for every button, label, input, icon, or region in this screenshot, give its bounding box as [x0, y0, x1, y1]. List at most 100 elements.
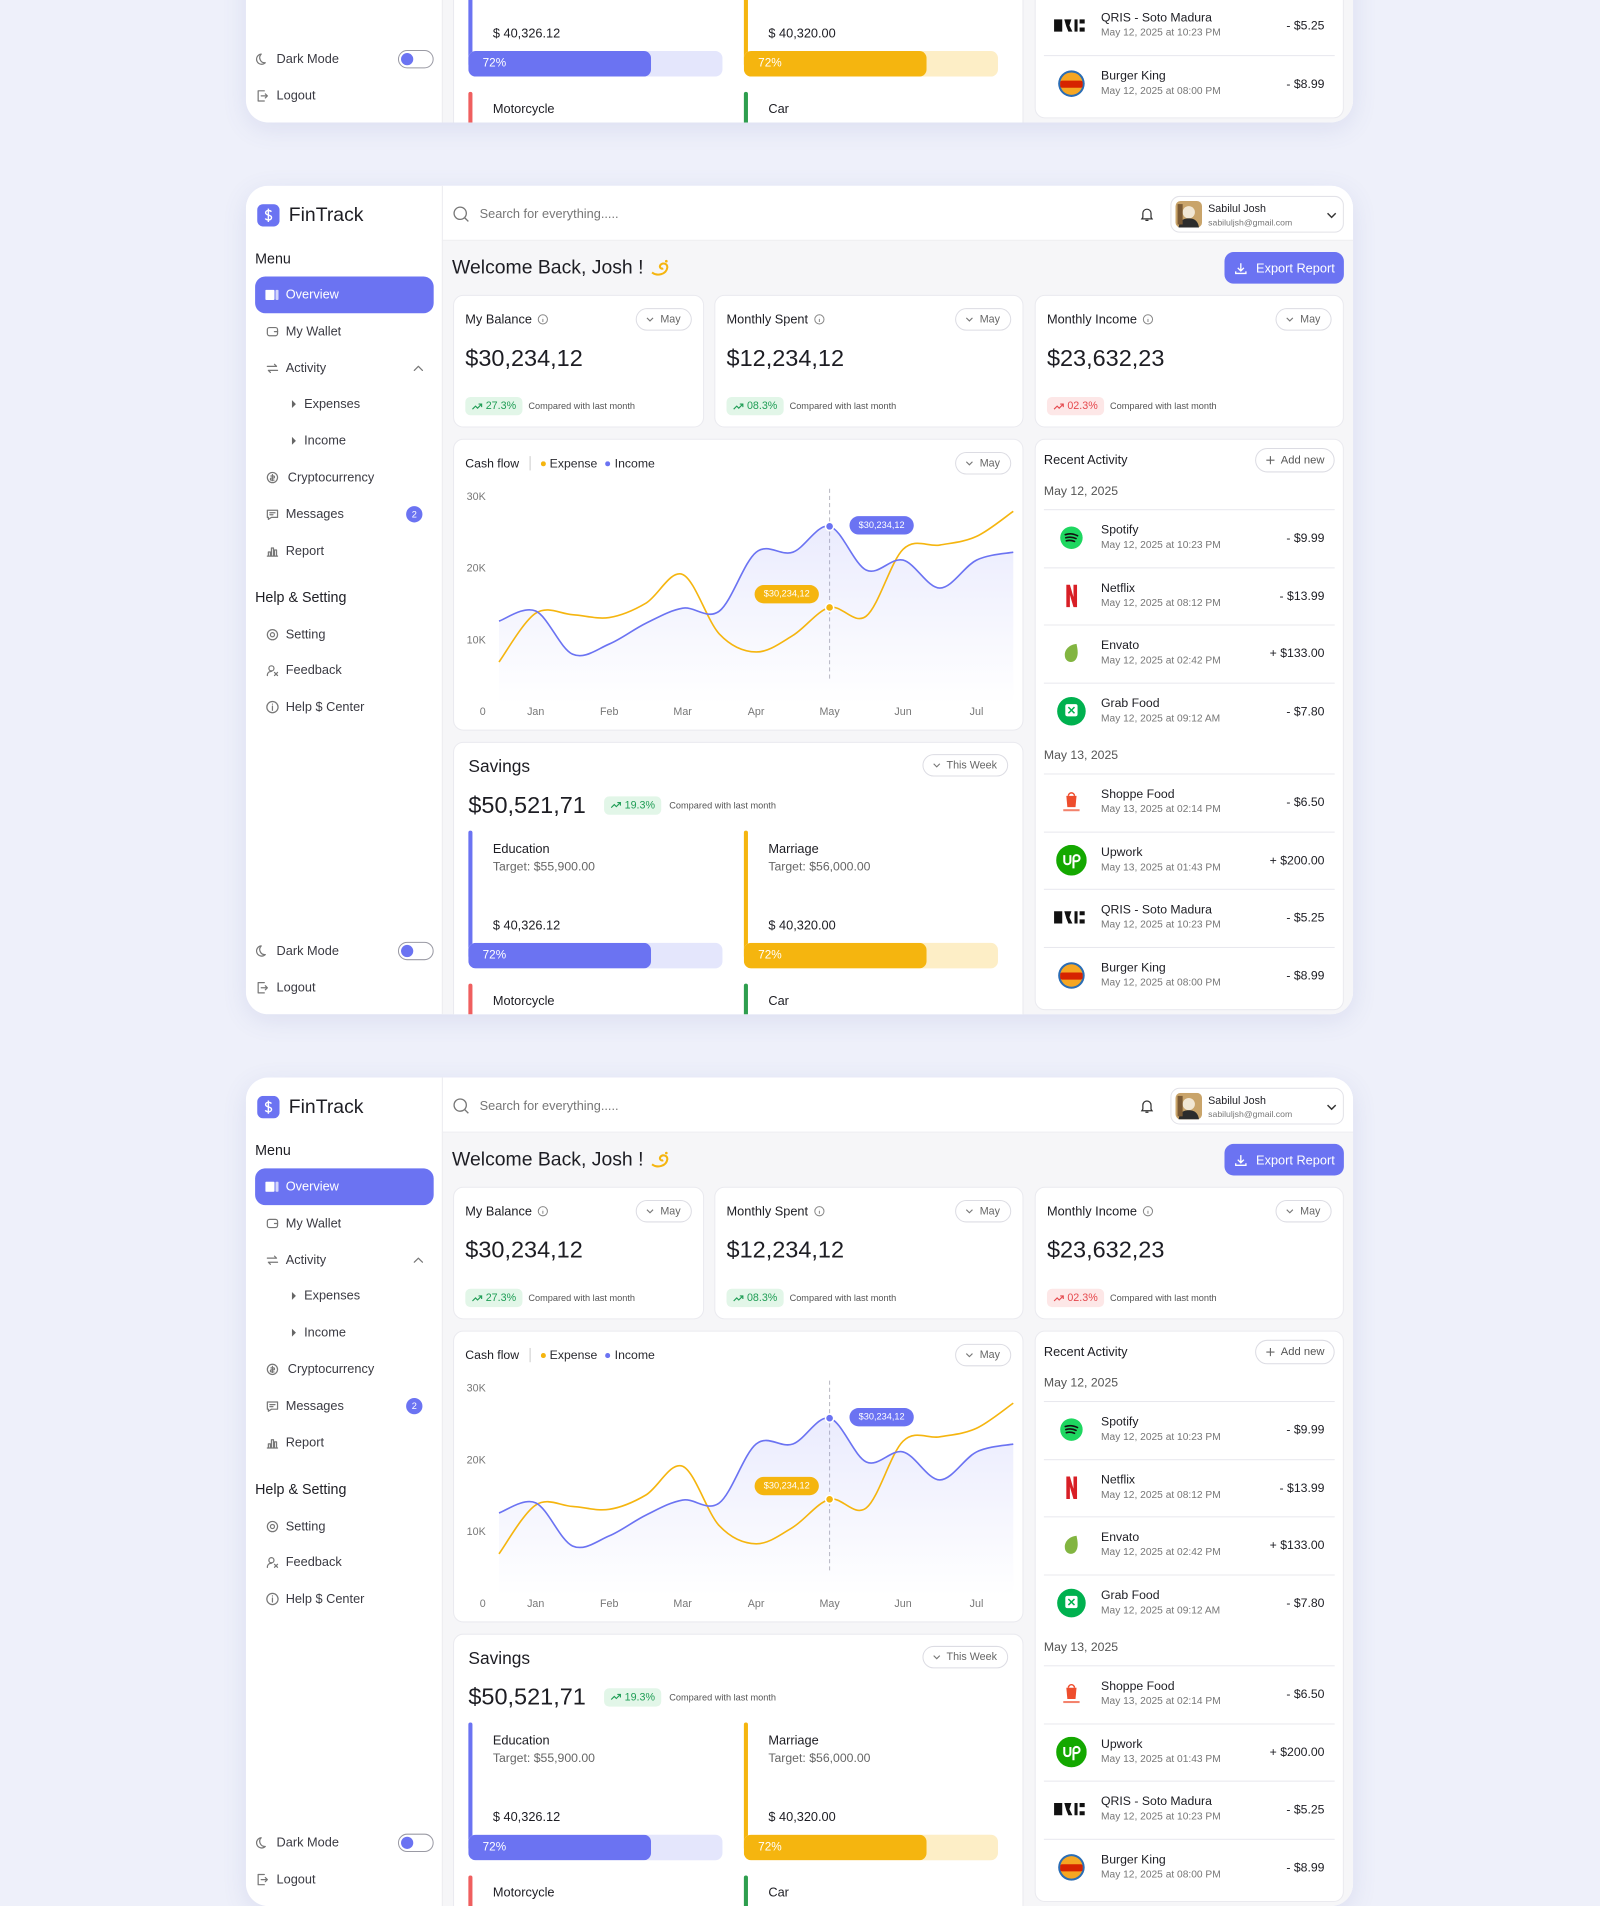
dark-mode-toggle[interactable] [397, 49, 434, 69]
progress-label: 72% [482, 1840, 507, 1853]
logout-label[interactable]: Logout [276, 88, 316, 103]
menu-label[interactable]: My Wallet [285, 1215, 342, 1231]
dark-mode-toggle[interactable] [397, 941, 434, 961]
transaction-amount: - $8.99 [1286, 967, 1325, 983]
dark-mode-toggle[interactable] [397, 1833, 434, 1853]
search-input[interactable]: Search for everything..... [479, 1098, 619, 1114]
period-dropdown[interactable]: May [1275, 308, 1332, 331]
search-input[interactable]: Search for everything..... [479, 206, 619, 222]
menu-label[interactable]: Messages [285, 1398, 344, 1413]
period-dropdown[interactable]: May [635, 308, 692, 331]
period-dropdown[interactable]: May [955, 1199, 1012, 1223]
transaction-time: May 13, 2025 at 02:14 PM [1101, 1695, 1221, 1708]
menu-icon-part [266, 363, 279, 373]
logout-icon-part [257, 1873, 268, 1886]
period-dropdown[interactable]: May [635, 1199, 692, 1223]
logout-icon-part [257, 1873, 268, 1886]
search-icon-part [464, 1109, 469, 1114]
menu-icon [266, 1255, 279, 1265]
submenu-label[interactable]: Income [304, 433, 346, 448]
submenu-label[interactable]: Expenses [304, 397, 361, 412]
help-label[interactable]: Feedback [285, 1554, 342, 1570]
goal-target: Target: $55,900.00 [492, 1751, 595, 1766]
menu-label[interactable]: Report [285, 1435, 325, 1450]
expand-icon-part [413, 365, 424, 371]
chevron-icon [932, 763, 940, 768]
help-label[interactable]: Setting [285, 1519, 326, 1534]
moon-icon [255, 1837, 266, 1849]
merchant-logo [1057, 696, 1086, 725]
sparkle-icon-part [651, 262, 668, 276]
period-dropdown[interactable]: May [955, 308, 1012, 331]
menu-label[interactable]: Activity [285, 360, 327, 375]
period-dropdown[interactable]: May [1275, 1199, 1332, 1223]
profile-box[interactable]: Sabilul Josh sabiluljsh@gmail.com [1170, 1087, 1344, 1125]
change-badge: 02.3% [1046, 396, 1104, 416]
submenu-label[interactable]: Income [304, 1325, 346, 1340]
card-header: My Balance [465, 312, 549, 327]
menu-label[interactable]: My Wallet [285, 324, 342, 339]
menu-item-active[interactable] [255, 1168, 434, 1206]
menu-item-active[interactable] [255, 276, 434, 314]
tooltip-label: $30,234,12 [859, 520, 905, 530]
progress-fill [468, 51, 652, 77]
card-header: Monthly Spent [727, 312, 826, 327]
goal-name: Car [768, 1885, 789, 1900]
period-dropdown[interactable]: This Week [922, 1645, 1009, 1669]
dropdown-label: May [979, 457, 1000, 470]
add-new-button[interactable]: Add new [1255, 447, 1335, 473]
menu-icon [266, 471, 279, 484]
export-button[interactable]: Export Report [1224, 1143, 1344, 1176]
goal-target: Target: $56,000.00 [768, 859, 871, 874]
merchant-logo [1058, 961, 1085, 989]
transaction-time: May 12, 2025 at 09:12 AM [1101, 1604, 1221, 1616]
period-dropdown[interactable]: This Week [922, 754, 1009, 777]
compare-note: Compared with last month [789, 401, 897, 412]
submenu-label[interactable]: Expenses [304, 1288, 361, 1304]
change-value: 27.3% [485, 399, 517, 413]
transaction-time: May 12, 2025 at 08:12 PM [1101, 597, 1221, 609]
trend-icon [733, 1294, 744, 1301]
transaction-amount: - $13.99 [1279, 1480, 1325, 1495]
dropdown-label: This Week [946, 759, 997, 772]
header-divider [529, 456, 531, 471]
search-icon-part [464, 217, 469, 222]
logout-label[interactable]: Logout [276, 980, 316, 995]
menu-label[interactable]: Report [285, 543, 325, 558]
help-label[interactable]: Help $ Center [285, 699, 365, 715]
chevron-icon [646, 317, 654, 322]
add-new-button[interactable]: Add new [1255, 1339, 1335, 1365]
logout-label[interactable]: Logout [276, 1872, 316, 1887]
chevron-icon-part [646, 317, 654, 322]
menu-icon-part [266, 1401, 279, 1412]
menu-icon-part [269, 1365, 276, 1374]
logout-icon-part [257, 982, 268, 994]
chevron-icon-part [932, 1655, 940, 1660]
trend-icon [610, 801, 622, 809]
progress-track: 72% [743, 1834, 998, 1861]
menu-label[interactable]: Cryptocurrency [287, 1361, 375, 1377]
menu-label[interactable]: Cryptocurrency [287, 470, 375, 485]
help-label[interactable]: Help $ Center [285, 1591, 365, 1606]
help-label[interactable]: Feedback [285, 663, 342, 678]
info-icon [814, 314, 825, 325]
chevron-icon [1286, 1209, 1294, 1214]
goal-name: Marriage [768, 841, 819, 856]
chevron-icon [966, 1209, 974, 1214]
legend-item: Income [605, 456, 655, 470]
transaction-time: May 12, 2025 at 10:23 PM [1101, 919, 1221, 931]
transaction-time: May 12, 2025 at 10:23 PM [1101, 27, 1221, 39]
avatar-part [1178, 1110, 1199, 1120]
menu-label[interactable]: Messages [285, 506, 344, 521]
goal-saved: $ 40,320.00 [768, 26, 836, 41]
transaction-amount: + $133.00 [1269, 645, 1325, 661]
period-dropdown[interactable]: May [955, 452, 1012, 475]
export-button[interactable]: Export Report [1224, 252, 1344, 284]
toggle-knob [401, 53, 414, 66]
transaction-time: May 12, 2025 at 09:12 AM [1101, 712, 1221, 724]
moon-icon [255, 53, 266, 65]
chevron-icon-part [966, 461, 974, 466]
help-label[interactable]: Setting [285, 627, 326, 642]
profile-box[interactable]: Sabilul Josh sabiluljsh@gmail.com [1170, 195, 1344, 233]
menu-label[interactable]: Activity [285, 1252, 327, 1267]
